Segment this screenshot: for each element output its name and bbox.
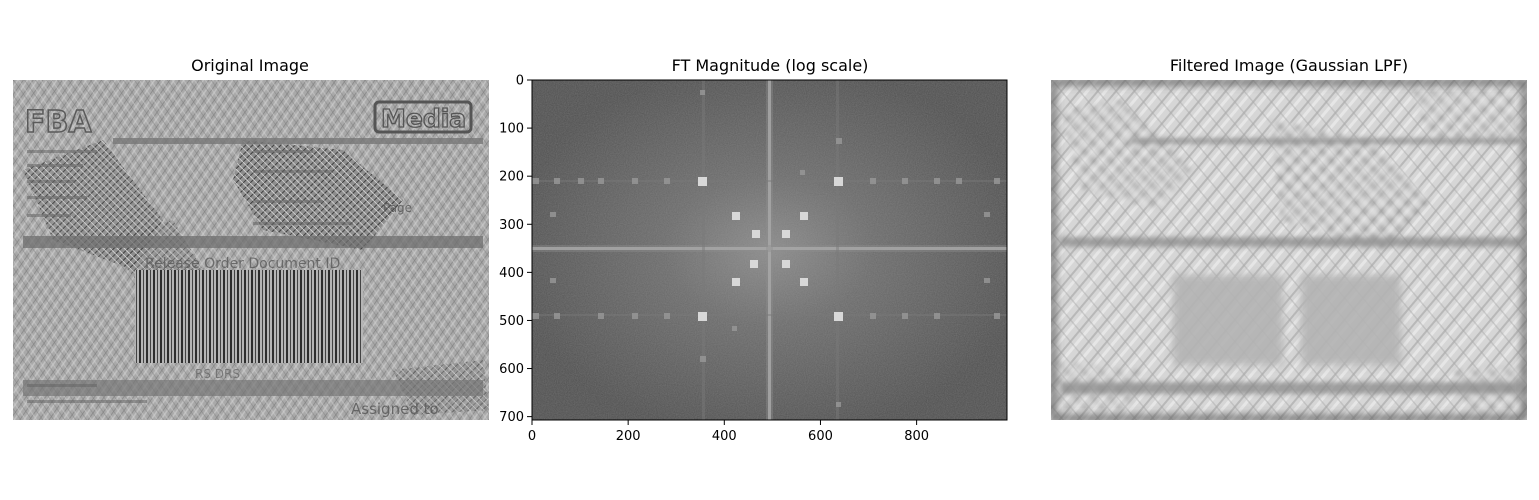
ft-x-tick-label: 400 (712, 429, 737, 444)
original-text-document-id: Release Order Document ID (145, 256, 340, 272)
filtered-image-title: Filtered Image (Gaussian LPF) (1169, 56, 1409, 75)
original-text-fba: FBA (25, 105, 92, 140)
ft-y-tick-label: 700 (499, 410, 524, 425)
original-image-title: Original Image (191, 56, 309, 75)
ft-y-tick-label: 0 (516, 74, 524, 89)
ft-y-tick-label: 100 (499, 122, 524, 137)
ft-y-tick-label: 600 (499, 362, 524, 377)
ft-y-tick-label: 400 (499, 266, 524, 281)
ft-y-tick-label: 300 (499, 218, 524, 233)
original-text-media: Media (381, 104, 466, 133)
ft-x-tick-label: 600 (808, 429, 833, 444)
ft-y-tick-label: 500 (499, 314, 524, 329)
ft-axes-frame (531, 79, 1008, 421)
ft-magnitude-title: FT Magnitude (log scale) (671, 56, 869, 75)
original-text-assigned: Assigned to (351, 400, 439, 418)
filtered-image (1051, 80, 1527, 420)
ft-x-tick-label: 0 (528, 429, 536, 444)
ft-x-tick-label: 800 (904, 429, 929, 444)
original-image: FBA Media Release Order Document ID RS D… (13, 80, 489, 420)
ft-x-tick-label: 200 (616, 429, 641, 444)
original-text-rs-drs: RS DRS (195, 367, 240, 381)
ft-magnitude-image (532, 80, 1007, 420)
original-text-page: Page (383, 201, 412, 215)
ft-y-tick-label: 200 (499, 170, 524, 185)
